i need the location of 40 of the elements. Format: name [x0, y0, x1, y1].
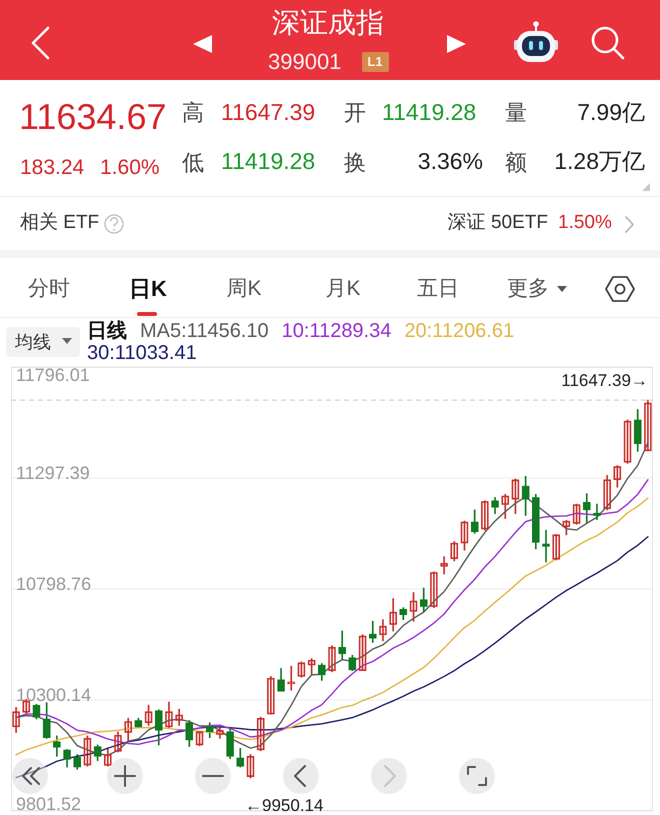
y-tick-label: 11297.39: [16, 462, 90, 483]
text: 11419.28: [221, 148, 316, 174]
text: 3.36%: [418, 148, 483, 174]
text: 1.50%: [558, 212, 612, 233]
text: 10:11289.34: [282, 320, 392, 342]
y-tick-label: 9801.52: [16, 794, 82, 814]
text: 更多: [507, 277, 549, 300]
text: 11647.39: [221, 99, 316, 125]
y-tick-label: 10798.76: [16, 574, 92, 594]
text: 相关 ETF: [20, 212, 100, 233]
text: 额: [505, 150, 527, 175]
text: 换: [344, 150, 366, 175]
text: 周K: [226, 277, 262, 300]
text: 分时: [28, 277, 70, 300]
text: MA5:11456.10: [140, 320, 269, 342]
text: 11419.28: [382, 99, 476, 125]
text: 1.28万亿: [554, 148, 645, 174]
y-tick-label: 10300.14: [16, 684, 92, 705]
text: L1: [367, 54, 383, 69]
text: 月K: [325, 277, 361, 300]
chart-subtitle: 399001: [268, 49, 342, 74]
text: 1.60%: [100, 156, 160, 179]
annotation: ←9950.14: [245, 796, 324, 815]
text: 低: [182, 150, 204, 175]
text: 开: [344, 100, 366, 125]
annotation: 11647.39→: [561, 370, 648, 390]
legend-title: 日线: [87, 320, 127, 342]
dropdown: 均线: [6, 327, 80, 357]
text: 五日: [417, 277, 459, 300]
text: 7.99亿: [577, 99, 645, 125]
text: 30:11033.41: [87, 342, 197, 364]
text: 深证 50ETF: [448, 212, 548, 233]
text: 183.24: [20, 156, 84, 179]
text: 11634.67: [19, 96, 166, 137]
text: 量: [505, 100, 527, 125]
text: 20:11206.61: [404, 320, 514, 342]
y-tick-label: 11796.01: [16, 365, 90, 386]
chart-title: 深证成指: [272, 7, 384, 38]
text: 高: [182, 100, 204, 125]
text: 日K: [129, 276, 167, 301]
